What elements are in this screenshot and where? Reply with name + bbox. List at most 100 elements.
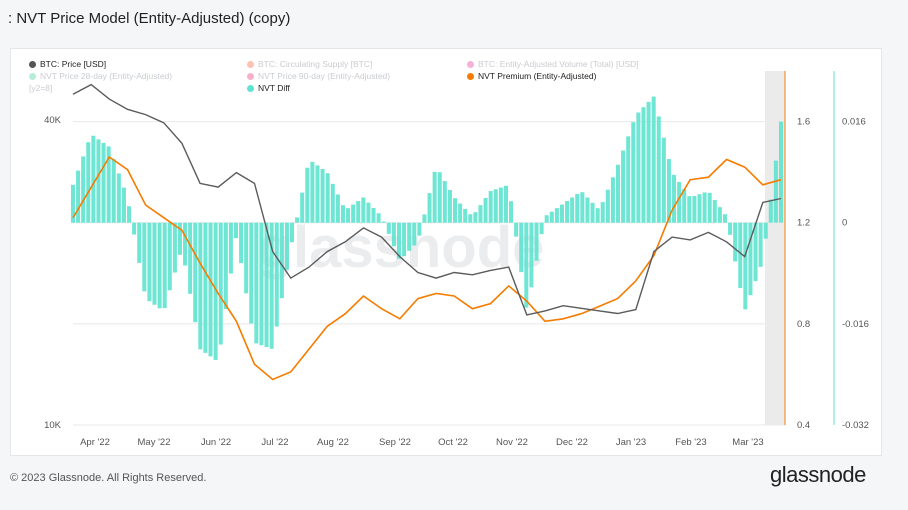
nvt-diff-bar (315, 165, 320, 223)
nvt-diff-bar (152, 222, 157, 305)
nvt-diff-bar (356, 201, 361, 223)
nvt-diff-bar (300, 192, 305, 223)
nvt-diff-bar (585, 197, 590, 223)
chart-title: : NVT Price Model (Entity-Adjusted) (cop… (8, 10, 291, 27)
nvt-diff-bar (269, 222, 274, 349)
nvt-diff-bar (534, 222, 539, 261)
nvt-diff-bar (702, 192, 707, 223)
x-tick-label: Aug '22 (317, 437, 349, 448)
nvt-diff-bar (463, 208, 468, 223)
nvt-diff-bar (213, 222, 218, 360)
nvt-diff-bar (279, 222, 284, 299)
nvt-diff-bar (132, 222, 137, 235)
x-tick-label: Jul '22 (261, 437, 288, 448)
nvt-diff-bar (768, 199, 773, 223)
legend-item-5[interactable]: NVT Premium (Entity-Adjusted) (467, 71, 596, 81)
nvt-diff-bar (672, 174, 677, 223)
y-diff-tick-label: 0.016 (842, 117, 866, 128)
nvt-diff-bar (412, 222, 417, 246)
nvt-diff-bar (81, 156, 86, 223)
nvt-diff-bar (264, 222, 269, 348)
nvt-diff-bar (503, 185, 508, 223)
nvt-diff-bar (610, 177, 615, 223)
x-tick-label: Sep '22 (379, 437, 411, 448)
nvt-diff-bar (295, 217, 300, 223)
nvt-diff-bar (717, 207, 722, 223)
legend-item-2[interactable]: BTC: Entity-Adjusted Volume (Total) [USD… (467, 59, 639, 69)
glassnode-logo[interactable]: glassnode (770, 462, 866, 487)
nvt-diff-bar (96, 139, 101, 223)
nvt-diff-bar (743, 222, 748, 310)
nvt-diff-bar (147, 222, 152, 302)
nvt-diff-bar (509, 201, 514, 223)
legend-item-7[interactable]: NVT Diff (247, 83, 290, 93)
nvt-diff-bar (137, 222, 142, 263)
nvt-diff-bar (738, 222, 743, 289)
nvt-diff-bar (239, 222, 244, 264)
nvt-diff-bar (549, 211, 554, 223)
nvt-diff-bar (422, 214, 427, 223)
nvt-diff-bar (223, 222, 228, 310)
nvt-diff-bar (218, 222, 223, 345)
legend-item-6[interactable]: [y2=8] (29, 83, 52, 93)
nvt-diff-bar (483, 198, 488, 223)
legend-item-1[interactable]: BTC: Circulating Supply [BTC] (247, 59, 372, 69)
nvt-diff-bar (177, 222, 182, 255)
nvt-diff-bar (697, 194, 702, 223)
legend-item-0[interactable]: BTC: Price [USD] (29, 59, 106, 69)
nvt-diff-bar (570, 197, 575, 223)
nvt-diff-bar (646, 101, 651, 223)
nvt-diff-bar (519, 222, 524, 273)
x-tick-label: Jun '22 (201, 437, 231, 448)
nvt-diff-bar (325, 173, 330, 223)
nvt-diff-bar (183, 222, 188, 266)
nvt-diff-bar (728, 222, 733, 235)
nvt-diff-bar (621, 150, 626, 223)
nvt-diff-bar (203, 222, 208, 353)
nvt-diff-bar (76, 170, 81, 223)
nvt-diff-bar (452, 198, 458, 223)
nvt-diff-bar (656, 116, 661, 223)
nvt-diff-bar (172, 222, 177, 273)
nvt-diff-bar (773, 160, 778, 223)
legend-item-4[interactable]: NVT Price 90-day (Entity-Adjusted) (247, 71, 390, 81)
y-diff-tick-label: -0.032 (842, 420, 869, 431)
nvt-diff-bar (244, 222, 249, 294)
nvt-diff-bar (600, 202, 605, 223)
nvt-diff-bar (447, 189, 452, 223)
nvt-diff-bar (391, 222, 396, 247)
nvt-diff-bar (111, 159, 116, 223)
nvt-diff-bar (361, 197, 366, 223)
nvt-diff-bar (478, 205, 483, 223)
legend-marker (29, 73, 36, 80)
nvt-diff-bar (371, 207, 376, 223)
nvt-diff-bar (544, 215, 549, 223)
legend-label: NVT Premium (Entity-Adjusted) (478, 71, 597, 81)
nvt-diff-bar (437, 172, 442, 223)
legend-label: NVT Diff (258, 83, 290, 93)
nvt-diff-bar (432, 171, 437, 223)
nvt-diff-bar (386, 222, 391, 234)
x-tick-label: Feb '23 (675, 437, 706, 448)
nvt-diff-bar (351, 204, 356, 223)
y-premium-tick-label: 1.6 (797, 117, 810, 128)
nvt-diff-bar (626, 136, 631, 223)
nvt-diff-bar (488, 191, 493, 223)
nvt-diff-bar (493, 189, 498, 223)
nvt-diff-bar (289, 222, 295, 243)
nvt-diff-bar (498, 187, 503, 223)
nvt-diff-bar (565, 201, 570, 223)
x-tick-label: Nov '22 (496, 437, 528, 448)
nvt-diff-bar (346, 208, 351, 223)
legend-marker (247, 61, 254, 68)
x-tick-label: Apr '22 (80, 437, 110, 448)
nvt-diff-bar (167, 222, 172, 291)
nvt-diff-bar (707, 192, 712, 223)
x-tick-label: Jan '23 (616, 437, 646, 448)
nvt-diff-bar (575, 193, 580, 223)
nvt-diff-bar (233, 222, 239, 239)
nvt-diff-bar (116, 173, 121, 223)
legend-item-3[interactable]: NVT Price 28-day (Entity-Adjusted) (29, 71, 172, 81)
nvt-diff-bar (458, 203, 463, 223)
